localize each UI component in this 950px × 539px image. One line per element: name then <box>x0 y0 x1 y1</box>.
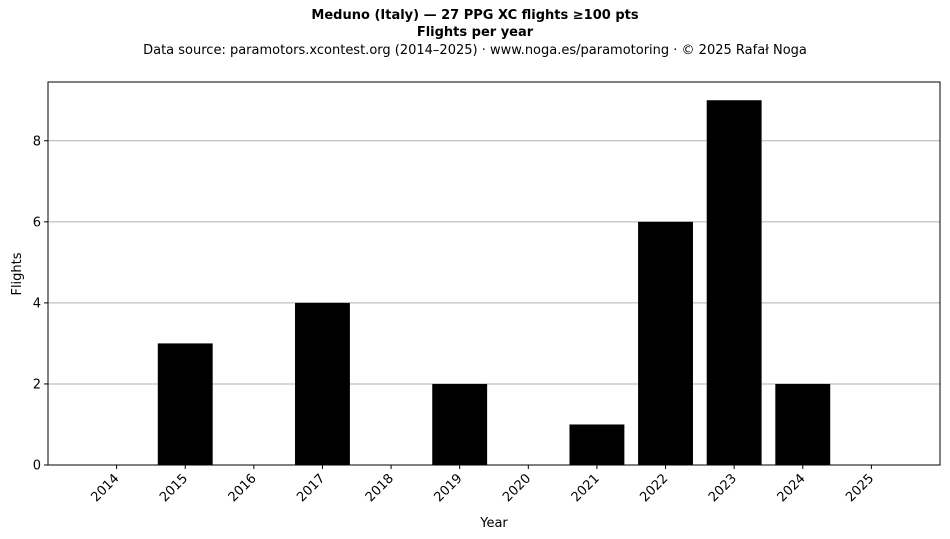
x-tick-label: 2016 <box>226 471 260 505</box>
y-tick-label: 2 <box>33 377 41 392</box>
bar-2023 <box>706 100 762 465</box>
x-tick-label: 2025 <box>843 471 877 505</box>
y-tick-label: 6 <box>33 215 41 230</box>
y-tick-label: 4 <box>33 296 41 311</box>
chart-title: Meduno (Italy) — 27 PPG XC flights ≥100 … <box>311 8 639 23</box>
x-tick-label: 2021 <box>569 471 603 505</box>
y-tick-label: 0 <box>33 459 41 474</box>
chart-subtitle: Flights per year <box>416 25 534 40</box>
plot-frame <box>47 81 941 466</box>
bar-2015 <box>157 343 213 465</box>
bar-2024 <box>775 383 831 465</box>
x-tick-label: 2024 <box>775 471 809 505</box>
x-axis-label: Year <box>479 516 508 531</box>
x-tick-label: 2014 <box>88 471 122 505</box>
bar-2019 <box>432 383 488 465</box>
x-tick-label: 2017 <box>294 471 328 505</box>
bar-2021 <box>569 424 625 465</box>
y-tick-label: 8 <box>33 134 41 149</box>
x-tick-label: 2015 <box>157 471 191 505</box>
x-tick-label: 2019 <box>432 471 466 505</box>
x-tick-label: 2022 <box>637 471 671 505</box>
x-tick-label: 2018 <box>363 471 397 505</box>
data-source-note: Data source: paramotors.xcontest.org (20… <box>143 43 807 58</box>
y-axis-label: Flights <box>10 252 25 295</box>
bars <box>157 100 831 465</box>
bar-2017 <box>295 302 350 465</box>
bar-2022 <box>638 221 693 465</box>
x-tick-label: 2020 <box>500 471 534 505</box>
x-tick-label: 2023 <box>706 471 740 505</box>
